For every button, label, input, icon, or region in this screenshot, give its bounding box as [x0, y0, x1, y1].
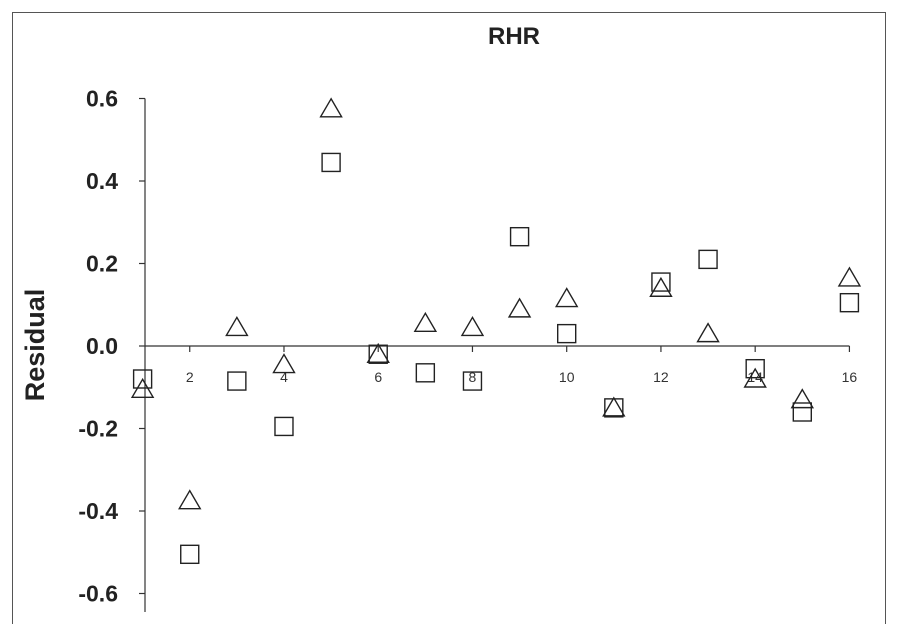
square-marker [132, 369, 153, 389]
triangle-marker [649, 276, 673, 297]
triangle-marker [507, 297, 532, 318]
x-tick-label: 16 [842, 369, 858, 385]
triangle-marker [272, 353, 296, 374]
chart-title: RHR [488, 23, 540, 50]
y-axis-label: Residual [20, 289, 50, 402]
square-marker [698, 249, 718, 270]
triangle-marker [460, 316, 485, 337]
triangle-marker [554, 287, 579, 308]
square-marker [180, 544, 200, 565]
y-tick-label: 0.2 [86, 251, 118, 277]
axes [144, 98, 850, 612]
square-marker [509, 226, 530, 247]
triangle-marker [178, 489, 202, 510]
triangle-marker [837, 266, 862, 287]
y-tick-label: 0.0 [86, 333, 118, 359]
y-tick-label: 0.6 [86, 86, 118, 112]
square-marker [651, 272, 671, 292]
square-marker [557, 323, 577, 344]
triangle-marker [790, 388, 815, 409]
data-points [130, 97, 862, 565]
square-marker [274, 416, 294, 437]
square-marker [462, 371, 483, 391]
y-tick-label: -0.6 [78, 581, 118, 607]
x-tick-labels: 2 4 6 8 10 12 14 16 [186, 346, 858, 385]
x-tick-label: 2 [186, 369, 194, 385]
square-marker [745, 358, 765, 379]
x-tick-label: 8 [469, 369, 477, 385]
square-marker [415, 363, 436, 383]
square-marker [321, 152, 341, 173]
y-tick-labels: -0.6 -0.4 -0.2 0.0 0.2 0.4 0.6 [78, 86, 145, 607]
triangle-marker [602, 396, 626, 417]
square-marker [227, 371, 247, 391]
y-tick-label: 0.4 [86, 168, 118, 194]
triangle-marker [366, 342, 390, 363]
triangle-marker [696, 322, 720, 343]
square-marker [792, 402, 812, 422]
y-tick-label: -0.4 [78, 498, 118, 524]
x-tick-label: 10 [559, 369, 575, 385]
x-tick-label: 6 [374, 369, 382, 385]
square-marker [604, 398, 624, 418]
triangle-marker [319, 97, 343, 118]
triangle-marker [413, 311, 438, 333]
x-tick-label: 4 [280, 369, 288, 385]
x-tick-label: 12 [653, 369, 669, 385]
square-marker [839, 292, 860, 313]
chart-frame [12, 12, 886, 624]
y-tick-label: -0.2 [78, 416, 118, 442]
triangle-marker [225, 316, 249, 337]
square-marker [368, 344, 388, 364]
